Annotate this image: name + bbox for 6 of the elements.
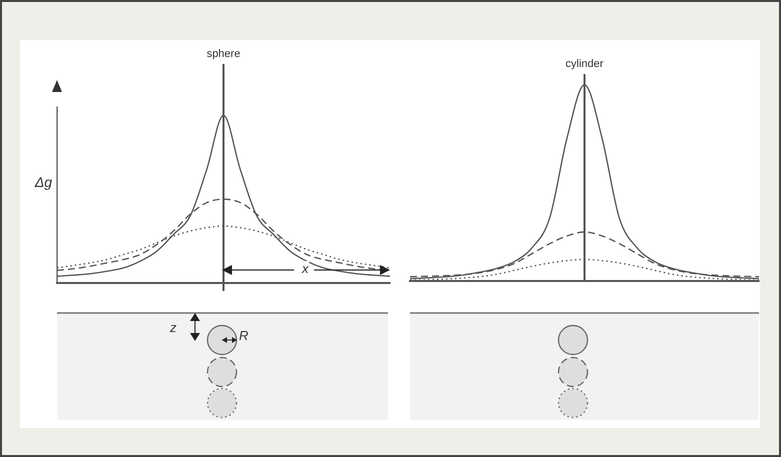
text: z [170, 320, 176, 335]
y-axis-title: Δg [34, 174, 52, 190]
chart-title: sphere [206, 48, 240, 60]
annotation: x [302, 261, 308, 276]
chart-title: cylinder [566, 58, 604, 70]
text: R [239, 328, 248, 343]
